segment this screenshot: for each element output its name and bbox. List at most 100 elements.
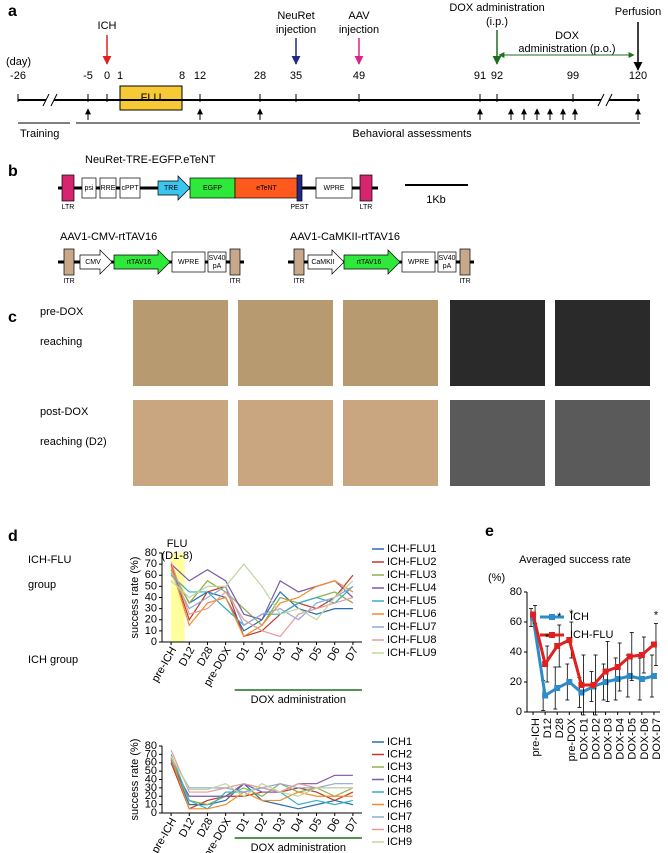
y-tick-label: 50 — [145, 580, 157, 592]
photo — [343, 400, 438, 486]
element-label: EGFP — [203, 185, 222, 192]
unit-label: (day) — [6, 56, 31, 68]
element-label: CMV — [85, 259, 101, 266]
construct-element — [79, 249, 113, 275]
series-line — [170, 755, 353, 797]
element-label: LTR — [360, 204, 373, 211]
x-tick-label: D2 — [253, 645, 270, 663]
axis-break — [46, 94, 54, 106]
element-label: ITR — [293, 278, 304, 285]
event-label: administration (p.o.) — [518, 43, 615, 55]
event-label: (i.p.) — [486, 16, 508, 28]
panel-letter: a — [8, 3, 17, 20]
construct-element — [229, 248, 241, 276]
x-tick-label: pre-ICH — [150, 816, 180, 853]
photo — [450, 300, 545, 386]
x-tick-label: D7 — [344, 645, 361, 663]
series-line — [170, 758, 354, 806]
y-axis-label: success rate (%) — [129, 739, 141, 821]
day-label: -5 — [83, 70, 93, 82]
construct-element — [207, 251, 227, 273]
element-label: pA — [213, 263, 222, 270]
axis-break — [597, 93, 605, 107]
photo — [238, 300, 333, 386]
construct-name: AAV1-CMV-rtTAV16 — [60, 231, 157, 243]
point — [650, 673, 657, 679]
x-tick-label: D7 — [344, 816, 361, 834]
construct-element — [99, 177, 117, 199]
series-line — [170, 762, 353, 797]
y-tick-label: 70 — [145, 558, 157, 570]
event-label: DOX — [555, 30, 580, 42]
point — [578, 682, 585, 688]
day-label: 92 — [491, 70, 503, 82]
legend-label: ICH-FLU2 — [387, 556, 437, 568]
point — [638, 652, 645, 658]
panel-letter: c — [8, 309, 17, 326]
x-tick-label: D5 — [307, 645, 324, 663]
element-label: psi — [85, 185, 94, 192]
legend-label: ICH-FLU5 — [387, 595, 437, 607]
legend-label: ICH8 — [387, 823, 412, 835]
behavior-label: Behavioral assessments — [352, 128, 472, 140]
day-label: 99 — [567, 70, 579, 82]
shade-label: FLU — [167, 538, 188, 550]
construct-element — [343, 249, 401, 275]
element-label: eTeNT — [256, 185, 277, 192]
construct-element — [296, 174, 303, 202]
legend-marker — [549, 614, 555, 620]
construct-name: AAV1-CaMKII-rtTAV16 — [290, 231, 400, 243]
construct-element — [171, 251, 206, 273]
axis-break — [42, 93, 50, 107]
x-tick-label: D6 — [325, 816, 342, 834]
bracket-label: DOX administration — [251, 842, 346, 853]
legend-marker — [549, 632, 555, 638]
construct-element — [307, 249, 345, 275]
construct-element — [61, 174, 75, 202]
construct-element — [315, 177, 353, 199]
event-label: NeuRet — [277, 10, 314, 22]
row-label: reaching (D2) — [40, 436, 107, 448]
flu-label: FLU — [141, 92, 162, 104]
x-tick-label: D28 — [554, 718, 566, 738]
y-tick-label: 10 — [145, 799, 157, 811]
group-label: ICH-FLU — [28, 554, 71, 566]
y-axis-label: success rate (%) — [129, 557, 141, 639]
x-tick-label: DOX-D6 — [639, 718, 651, 760]
y-tick-label: 40 — [145, 591, 157, 603]
x-tick-label: D4 — [289, 645, 306, 663]
series-line — [170, 561, 354, 638]
legend-label: ICH5 — [387, 786, 412, 798]
day-label: -26 — [10, 70, 26, 82]
x-tick-label: D12 — [542, 718, 554, 738]
construct-element — [459, 248, 471, 276]
x-tick-label: DOX-D2 — [590, 718, 602, 760]
series-line — [170, 563, 354, 621]
y-tick-label: 40 — [145, 773, 157, 785]
day-label: 49 — [353, 70, 365, 82]
point — [626, 653, 633, 660]
point — [650, 641, 657, 648]
point — [602, 679, 609, 685]
construct-element — [293, 248, 305, 276]
shade-label: (D1-8) — [162, 550, 193, 562]
y-tick-label: 0 — [151, 807, 157, 819]
group-label: ICH group — [28, 654, 78, 666]
y-tick-label: 30 — [145, 782, 157, 794]
row-label: post-DOX — [40, 406, 89, 418]
x-tick-label: D1 — [235, 816, 252, 834]
series-line — [170, 756, 353, 793]
day-label: 35 — [290, 70, 302, 82]
x-tick-label: D6 — [325, 645, 342, 663]
series-line — [531, 614, 655, 687]
y-tick-label: 80 — [145, 547, 157, 559]
element-label: WPRE — [408, 259, 429, 266]
x-tick-label: pre-ICH — [530, 718, 542, 757]
element-label: TRE — [164, 185, 178, 192]
x-tick-label: DOX-D4 — [615, 718, 627, 760]
y-tick-label: 60 — [145, 757, 157, 769]
y-tick-label: 80 — [145, 740, 157, 752]
construct-element — [81, 177, 97, 199]
series-line — [170, 760, 354, 810]
